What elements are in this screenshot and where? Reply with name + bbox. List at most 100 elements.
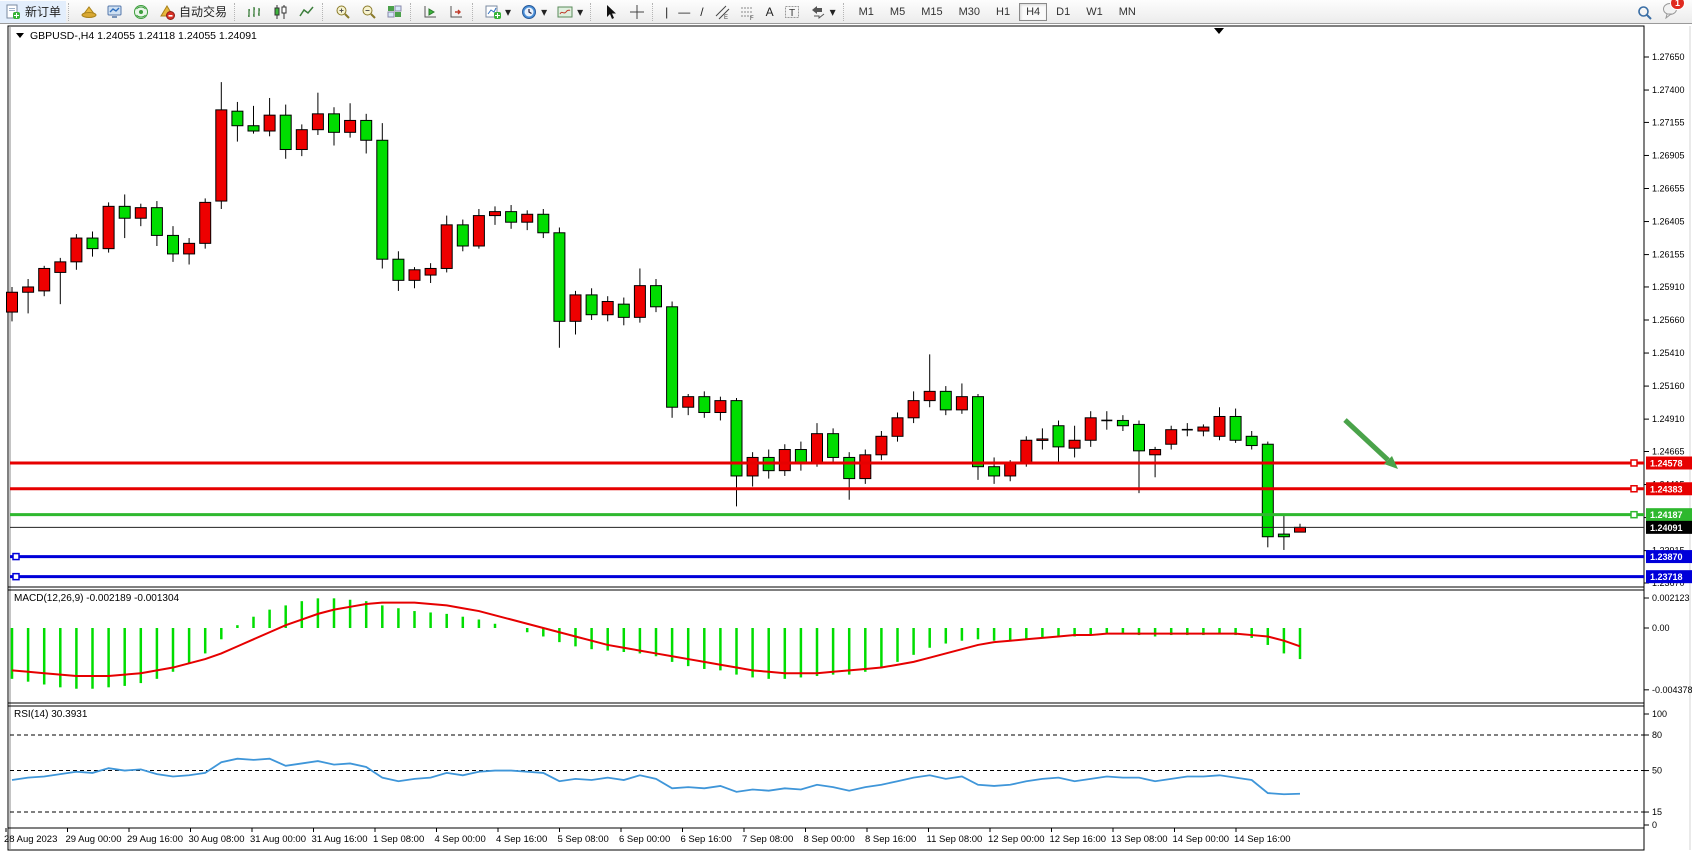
timeframe-H1[interactable]: H1	[996, 5, 1011, 18]
symbol-dropdown-icon[interactable]	[16, 33, 24, 38]
arrows-tool[interactable]: ▾	[805, 1, 841, 23]
date-tick-label: 8 Sep 00:00	[804, 834, 855, 845]
date-tick-label: 29 Aug 16:00	[127, 834, 183, 845]
candle-bearish	[1116, 419, 1129, 427]
line-handle[interactable]	[1630, 510, 1638, 519]
symbol-ohlc-title: GBPUSD-,H4 1.24055 1.24118 1.24055 1.240…	[30, 30, 257, 42]
timeframe-W1[interactable]: W1	[1086, 5, 1103, 18]
timeframe-M1[interactable]: M1	[858, 5, 874, 18]
date-tick-label: 4 Sep 16:00	[496, 834, 547, 845]
annotation-arrow-head[interactable]	[1384, 456, 1398, 469]
timeframe-M30[interactable]: M30	[958, 5, 981, 18]
horizontal-line-icon: —	[678, 4, 691, 19]
level-price-badge-text: 1.23870	[1650, 552, 1683, 562]
search-icon[interactable]	[1636, 4, 1652, 20]
candle-bullish	[891, 417, 904, 437]
candle-bearish	[1052, 425, 1065, 448]
channel-tool[interactable]: E	[709, 1, 735, 23]
tile-windows-button[interactable]	[382, 1, 408, 23]
candle-bearish	[585, 294, 598, 316]
date-tick-label: 1 Sep 08:00	[373, 834, 424, 845]
candle-bullish	[955, 396, 968, 411]
candle-bearish	[553, 232, 566, 322]
new-order-button[interactable]: 新订单	[0, 0, 67, 23]
chart-shift-button[interactable]	[444, 1, 470, 23]
chart-canvas[interactable]: 1.27650 1.27400 1.27155 1.26905 1.26655 1.264…	[0, 24, 1692, 854]
candle-bearish	[988, 466, 1001, 477]
vertical-line-icon: |	[665, 4, 669, 19]
separator	[68, 2, 74, 21]
candle-bullish	[489, 211, 501, 217]
crosshair-tool-button[interactable]	[624, 1, 650, 23]
price-tick-label: 1.26905	[1652, 150, 1685, 160]
zoom-out-button[interactable]	[356, 1, 382, 23]
macd-tick-label: -0.004378	[1652, 685, 1692, 695]
price-tick-label: 1.25910	[1652, 282, 1685, 292]
bar-chart-button[interactable]	[242, 1, 268, 23]
rsi-tick-label: 100	[1652, 709, 1667, 719]
timeframe-H4[interactable]: H4	[1019, 2, 1048, 21]
dropdown-caret: ▾	[541, 4, 548, 19]
timeframe-MN[interactable]: MN	[1118, 5, 1136, 18]
zoom-in-button[interactable]	[330, 1, 356, 23]
signal-icon	[133, 4, 149, 20]
candle-bullish	[440, 224, 453, 269]
line-handle[interactable]	[1630, 485, 1638, 493]
new-order-icon	[5, 4, 21, 20]
templates-button[interactable]: ▾	[552, 1, 588, 23]
auto-scroll-icon	[423, 4, 439, 20]
candle-bullish	[1020, 439, 1033, 464]
text-tool[interactable]: A	[761, 1, 779, 23]
candle-bearish	[666, 306, 679, 408]
current-price-badge	[1646, 520, 1692, 534]
price-tick-label: 1.26405	[1652, 217, 1685, 227]
candle-bearish	[360, 119, 373, 141]
candle-bullish	[1165, 429, 1178, 445]
timeframe-D1[interactable]: D1	[1056, 5, 1071, 18]
candle-bearish	[392, 258, 405, 281]
macd-tick-label: 0.00	[1652, 623, 1670, 633]
price-tick-label: 1.27155	[1652, 117, 1685, 127]
autotrading-button[interactable]: 自动交易	[154, 1, 232, 23]
date-axis[interactable]: 28 Aug 2023 29 Aug 00:00 29 Aug 16:00 30 Au…	[4, 828, 1291, 845]
candle-bearish	[650, 285, 662, 308]
line-handle[interactable]	[1630, 459, 1638, 467]
horizontal-line-tool[interactable]: —	[673, 1, 695, 23]
date-tick-label: 8 Sep 16:00	[865, 834, 916, 845]
cursor-icon	[603, 4, 619, 20]
candles-layer	[6, 82, 1306, 550]
auto-scroll-button[interactable]	[418, 1, 444, 23]
label-tool[interactable]: T	[779, 1, 805, 23]
line-handle[interactable]	[12, 572, 20, 581]
timeframe-M5[interactable]: M5	[889, 5, 906, 18]
indicators-button[interactable]: ▾	[480, 1, 516, 23]
terminal-button[interactable]	[102, 1, 128, 23]
clock-icon	[521, 4, 537, 20]
candle-bullish	[199, 201, 212, 244]
dropdown-caret: ▾	[505, 4, 512, 19]
metaeditor-button[interactable]	[76, 1, 102, 23]
periods-button[interactable]: ▾	[516, 1, 552, 23]
annotation-arrow[interactable]	[1343, 418, 1390, 462]
candle-bearish	[1245, 435, 1258, 447]
timeframe-M15[interactable]: M15	[921, 5, 943, 18]
signals-button[interactable]	[128, 1, 154, 23]
date-tick-label: 12 Sep 00:00	[988, 834, 1045, 845]
candle-bullish	[215, 109, 228, 202]
vertical-line-tool[interactable]: |	[660, 1, 673, 23]
fibonacci-tool[interactable]: F	[735, 1, 761, 23]
candlestick-button[interactable]	[268, 1, 294, 23]
arrows-icon	[810, 4, 826, 20]
text-tool-icon: A	[765, 4, 774, 19]
level-price-badge	[1646, 456, 1692, 470]
candle-bullish	[1294, 526, 1306, 533]
cursor-tool-button[interactable]	[598, 1, 624, 23]
candle-bearish	[537, 213, 550, 234]
notifications-button[interactable]: 1	[1662, 0, 1685, 22]
line-chart-button[interactable]	[294, 1, 320, 23]
price-tick-label: 1.26655	[1652, 184, 1685, 194]
trendline-tool[interactable]: /	[695, 1, 708, 23]
shift-marker-icon[interactable]	[1214, 28, 1224, 34]
line-handle[interactable]	[12, 552, 20, 561]
candle-bullish	[1004, 462, 1017, 477]
